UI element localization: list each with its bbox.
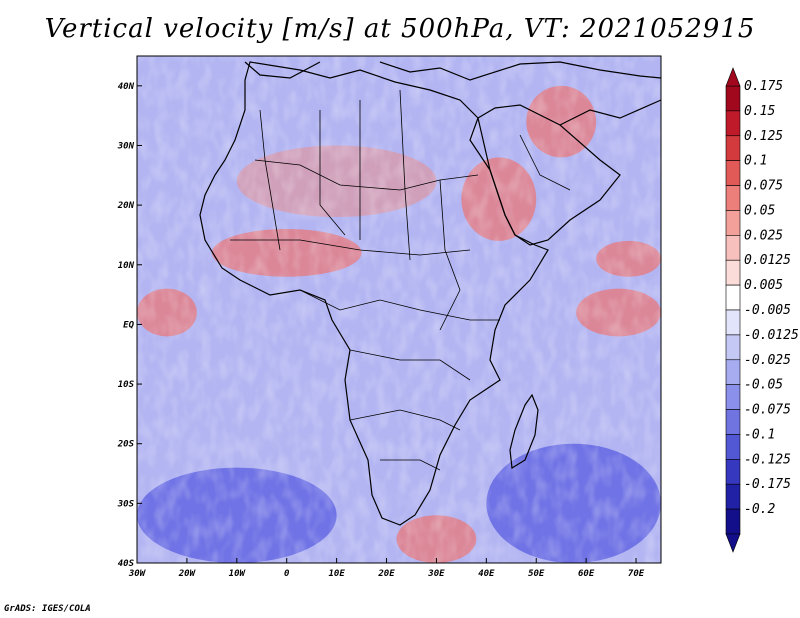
colorbar-label: -0.05 [744,378,783,393]
y-tick-label: 10N [118,261,135,271]
x-tick-label: 40E [478,569,495,579]
coastlines [199,61,661,526]
arabia-coastline [477,104,621,246]
colorbar-swatch [725,309,741,336]
colorbar: 0.175 0.15 0.125 0.1 0.075 0.05 0.025 0.0125 0.0… [725,67,799,553]
colorbar-swatch [725,135,741,161]
colorbar-label: -0.025 [744,353,791,368]
y-tick-label: 30N [117,141,135,151]
x-tick-label: 0 [284,569,290,579]
colorbar-swatch [725,359,741,385]
colorbar-swatch [725,384,741,410]
madagascar-coastline [509,393,539,470]
y-tick-label: 20N [117,201,135,211]
colorbar-label: -0.075 [744,403,791,418]
country-borders [230,89,571,471]
colorbar-swatch [725,508,741,535]
footer-credit: GrADS: IGES/COLA [4,604,91,614]
iran-coastline [559,99,661,126]
colorbar-swatch [725,185,741,211]
colorbar-swatch [725,210,741,236]
colorbar-swatch [725,85,741,112]
africa-coastline [199,61,549,526]
field-layer [137,56,661,563]
colorbar-swatch [725,110,741,137]
colorbar-label: 0.075 [744,179,783,194]
y-tick-label: 40N [118,82,135,92]
plot-frame [136,55,662,564]
colorbar-label: 0.125 [744,129,783,144]
colorbar-label: 0.0125 [744,253,791,268]
europe-coastline [244,61,661,81]
x-tick-label: 30E [427,569,445,579]
y-tick-label: 10S [118,380,135,390]
colorbar-swatch [725,409,741,435]
colorbar-swatch [725,483,741,510]
colorbar-swatch [725,434,741,460]
colorbar-swatch [725,160,741,186]
colorbar-label: -0.2 [744,502,775,517]
colorbar-label: 0.15 [744,104,775,119]
x-tick-label: 10E [328,569,345,579]
colorbar-label: -0.0125 [744,328,799,343]
colorbar-label: -0.175 [744,477,791,492]
colorbar-bottom-arrow [725,533,741,553]
axis-ticks: 30W 20W 10W 0 10E 20E 30E 40E 50E 60E 70E 40N 30N 20N… [117,82,645,579]
x-tick-label: 10W [229,569,247,579]
colorbar-label: 0.175 [744,79,783,94]
colorbar-swatch [725,459,741,485]
x-tick-label: 20W [178,569,197,579]
colorbar-top-arrow [725,67,741,87]
colorbar-label: -0.1 [744,427,775,442]
colorbar-swatch [725,235,741,261]
y-tick-label: 30S [117,499,135,509]
x-tick-label: 20E [377,569,395,579]
colorbar-label: 0.1 [744,154,767,169]
y-tick-label: 20S [117,440,135,450]
x-tick-label: 70E [628,569,645,579]
y-tick-label: 40S [118,559,135,569]
colorbar-label: -0.005 [744,303,791,318]
colorbar-swatch [725,259,741,286]
colorbar-swatch [725,334,741,361]
chart-title: Vertical velocity [m/s] at 500hPa, VT: 2… [44,14,756,44]
x-tick-label: 50E [528,569,545,579]
x-tick-label: 60E [578,569,595,579]
y-tick-label: EQ [123,320,134,330]
colorbar-label: 0.025 [744,228,783,243]
colorbar-label: 0.005 [744,278,783,293]
colorbar-label: -0.125 [744,452,791,467]
x-tick-label: 30W [128,569,147,579]
field-texture [137,56,661,563]
colorbar-label: 0.05 [744,203,775,218]
colorbar-swatch [725,284,741,311]
